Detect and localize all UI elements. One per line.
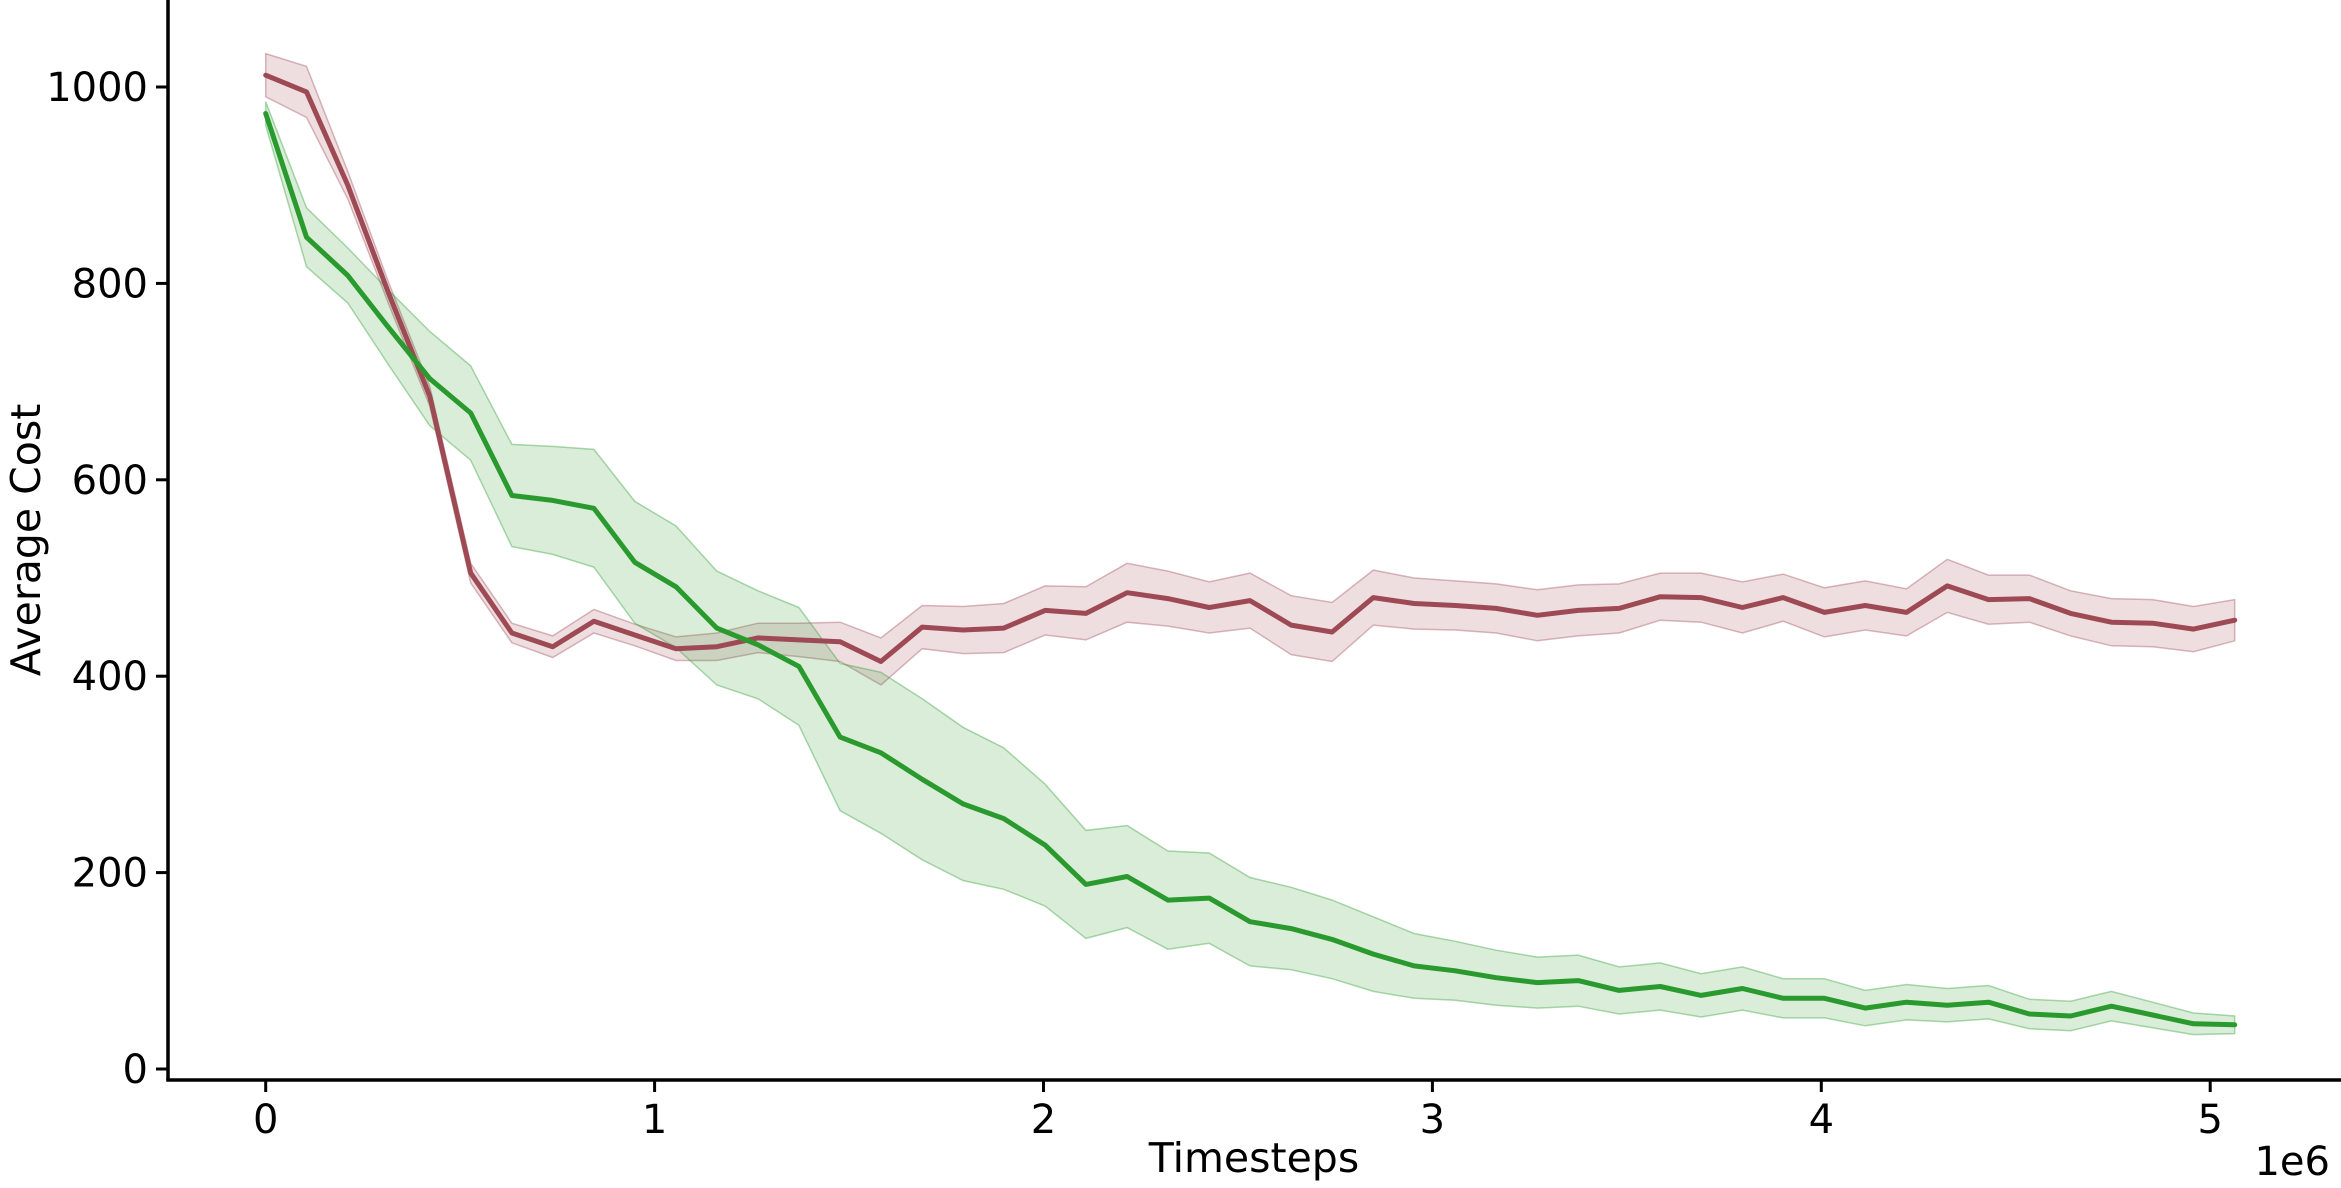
green-learner-line [263,111,2238,1028]
y-axis-label: Average Cost [2,404,50,677]
x-tick-label: 5 [2197,1097,2222,1143]
y-ticks: 0 200 400 600 800 1000 [46,65,168,1093]
x-axis-offset-label: 1e6 [2254,1139,2330,1185]
green-learner-band [264,101,2236,1036]
x-tick-label: 0 [253,1097,278,1143]
x-tick-label: 2 [1031,1097,1056,1143]
red-baseline-band [264,52,2236,686]
x-tick-label: 1 [642,1097,667,1143]
series-lines [263,72,2238,1028]
red-baseline-line [263,72,2238,664]
x-ticks: 0 1 2 3 4 5 [253,1080,2223,1143]
y-tick-label: 800 [72,261,148,307]
y-tick-label: 0 [123,1047,148,1093]
x-axis-label: Timesteps [1148,1134,1359,1182]
x-tick-label: 4 [1809,1097,1834,1143]
y-tick-label: 1000 [46,65,148,111]
y-tick-label: 200 [72,851,148,897]
y-tick-label: 600 [72,458,148,504]
y-tick-label: 400 [72,654,148,700]
x-tick-label: 3 [1420,1097,1445,1143]
confidence-bands [264,52,2236,1036]
